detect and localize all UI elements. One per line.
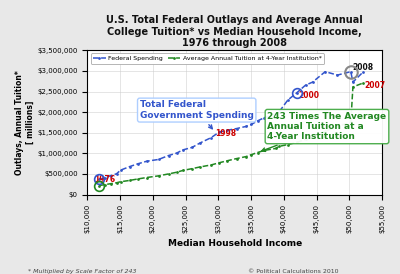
Average Annual Tuition at 4-Year Institution* bbox=[335, 125, 340, 128]
Federal Spending bbox=[234, 127, 239, 130]
Average Annual Tuition at 4-Year Institution* bbox=[114, 181, 119, 184]
Federal Spending bbox=[217, 130, 222, 134]
Federal Spending bbox=[294, 91, 299, 94]
Average Annual Tuition at 4-Year Institution* bbox=[180, 169, 185, 172]
Text: 243 Times The Average
Annual Tuition at a
4-Year Institution: 243 Times The Average Annual Tuition at … bbox=[262, 112, 386, 152]
Average Annual Tuition at 4-Year Institution* bbox=[190, 167, 194, 170]
Average Annual Tuition at 4-Year Institution* bbox=[217, 161, 222, 164]
Federal Spending bbox=[255, 119, 260, 122]
Federal Spending bbox=[310, 81, 315, 84]
Federal Spending bbox=[323, 70, 328, 73]
Average Annual Tuition at 4-Year Institution* bbox=[323, 130, 328, 133]
Federal Spending bbox=[198, 141, 202, 145]
Y-axis label: Outlays, Annual Tuition*
[ millions]: Outlays, Annual Tuition* [ millions] bbox=[15, 70, 34, 175]
Average Annual Tuition at 4-Year Institution* bbox=[234, 157, 239, 160]
Average Annual Tuition at 4-Year Institution* bbox=[166, 172, 171, 176]
Federal Spending bbox=[97, 178, 102, 181]
Average Annual Tuition at 4-Year Institution* bbox=[244, 155, 248, 158]
Average Annual Tuition at 4-Year Institution* bbox=[274, 147, 278, 150]
Line: Federal Spending: Federal Spending bbox=[98, 70, 365, 181]
Federal Spending bbox=[114, 172, 119, 175]
Average Annual Tuition at 4-Year Institution* bbox=[136, 177, 140, 181]
Text: Total Federal
Government Spending: Total Federal Government Spending bbox=[140, 100, 254, 129]
Federal Spending bbox=[350, 81, 355, 84]
Federal Spending bbox=[361, 70, 366, 73]
Federal Spending bbox=[136, 162, 140, 165]
Average Annual Tuition at 4-Year Institution* bbox=[286, 143, 290, 146]
Text: * Multiplied by Scale Factor of 243: * Multiplied by Scale Factor of 243 bbox=[28, 269, 136, 274]
Federal Spending bbox=[244, 125, 248, 128]
Text: 2008: 2008 bbox=[352, 63, 373, 72]
Average Annual Tuition at 4-Year Institution* bbox=[255, 151, 260, 154]
Federal Spending bbox=[108, 174, 113, 177]
Text: © Political Calculations 2010: © Political Calculations 2010 bbox=[248, 269, 338, 274]
Average Annual Tuition at 4-Year Institution* bbox=[277, 145, 282, 148]
Average Annual Tuition at 4-Year Institution* bbox=[361, 81, 366, 84]
Federal Spending bbox=[156, 158, 161, 161]
Text: 2007: 2007 bbox=[364, 81, 386, 90]
Text: 1998: 1998 bbox=[215, 129, 236, 138]
Federal Spending bbox=[127, 165, 132, 168]
Title: U.S. Total Federal Outlays and Average Annual
College Tuition* vs Median Househo: U.S. Total Federal Outlays and Average A… bbox=[106, 15, 363, 48]
Average Annual Tuition at 4-Year Institution* bbox=[310, 135, 315, 138]
Average Annual Tuition at 4-Year Institution* bbox=[118, 180, 123, 183]
Federal Spending bbox=[303, 84, 308, 87]
Average Annual Tuition at 4-Year Institution* bbox=[97, 184, 102, 187]
Federal Spending bbox=[335, 73, 340, 77]
Federal Spending bbox=[180, 148, 185, 152]
Text: 2000: 2000 bbox=[298, 91, 319, 100]
Average Annual Tuition at 4-Year Institution* bbox=[262, 149, 266, 152]
Federal Spending bbox=[249, 123, 254, 126]
Federal Spending bbox=[348, 70, 353, 73]
Average Annual Tuition at 4-Year Institution* bbox=[144, 176, 149, 179]
Average Annual Tuition at 4-Year Institution* bbox=[225, 159, 230, 162]
Federal Spending bbox=[166, 154, 171, 157]
Average Annual Tuition at 4-Year Institution* bbox=[156, 174, 161, 178]
Average Annual Tuition at 4-Year Institution* bbox=[127, 179, 132, 182]
Federal Spending bbox=[144, 159, 149, 163]
Average Annual Tuition at 4-Year Institution* bbox=[174, 171, 179, 174]
Federal Spending bbox=[190, 146, 194, 149]
Federal Spending bbox=[286, 98, 290, 102]
Federal Spending bbox=[209, 136, 214, 139]
Federal Spending bbox=[277, 110, 282, 113]
Federal Spending bbox=[262, 116, 266, 119]
Federal Spending bbox=[274, 112, 278, 116]
Average Annual Tuition at 4-Year Institution* bbox=[209, 163, 214, 167]
Average Annual Tuition at 4-Year Institution* bbox=[198, 165, 202, 169]
Federal Spending bbox=[102, 176, 107, 179]
Federal Spending bbox=[118, 169, 123, 172]
Line: Average Annual Tuition at 4-Year Institution*: Average Annual Tuition at 4-Year Institu… bbox=[98, 81, 365, 187]
Average Annual Tuition at 4-Year Institution* bbox=[350, 85, 355, 89]
Average Annual Tuition at 4-Year Institution* bbox=[294, 141, 299, 144]
Legend: Federal Spending, Average Annual Tuition at 4-Year Institution*: Federal Spending, Average Annual Tuition… bbox=[90, 53, 324, 64]
Federal Spending bbox=[174, 152, 179, 155]
X-axis label: Median Household Income: Median Household Income bbox=[168, 239, 302, 248]
Federal Spending bbox=[225, 129, 230, 132]
Average Annual Tuition at 4-Year Institution* bbox=[102, 183, 107, 186]
Text: 1976: 1976 bbox=[94, 175, 115, 184]
Average Annual Tuition at 4-Year Institution* bbox=[108, 182, 113, 185]
Average Annual Tuition at 4-Year Institution* bbox=[348, 121, 353, 124]
Average Annual Tuition at 4-Year Institution* bbox=[303, 138, 308, 141]
Average Annual Tuition at 4-Year Institution* bbox=[249, 153, 254, 156]
